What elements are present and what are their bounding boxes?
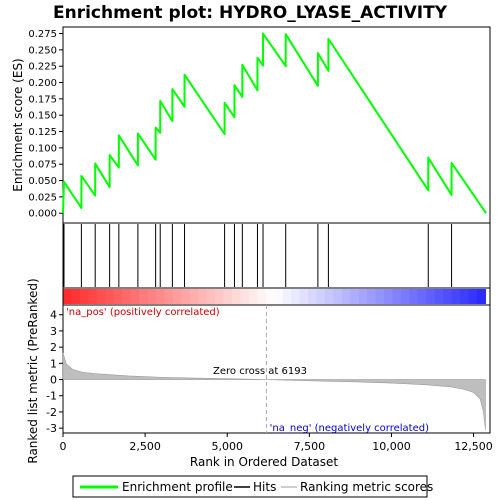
x-axis: 0 2,500 5,000 7,500 10,000 12,500 (60, 433, 493, 453)
x-axis-label: Rank in Ordered Dataset (190, 455, 338, 469)
band-segment (130, 289, 140, 304)
metric-y-tick-label: -3 (46, 422, 57, 435)
band-segment (451, 289, 461, 304)
band-segment (164, 289, 174, 304)
es-y-tick-label: 0.175 (28, 94, 57, 105)
band-segment (113, 289, 123, 304)
band-segment (240, 289, 250, 304)
chart-title: Enrichment plot: HYDRO_LYASE_ACTIVITY (53, 3, 448, 23)
metric-y-axis: 4 3 2 1 0 -1 -2 -3 (46, 309, 63, 435)
es-panel-frame (62, 26, 491, 224)
band-segment (367, 289, 377, 304)
metric-y-tick-label: 4 (50, 309, 57, 322)
band-segment (79, 289, 89, 304)
band-segment (426, 289, 436, 304)
band-segment (105, 289, 115, 304)
es-y-tick-label: 0.250 (28, 45, 57, 56)
enrichment-profile-line (62, 32, 487, 214)
band-segment (358, 289, 368, 304)
band-segment (316, 289, 326, 304)
ranking-color-band (63, 289, 487, 304)
band-segment (350, 289, 360, 304)
metric-group (62, 305, 486, 433)
band-segment (223, 289, 233, 304)
band-segment (384, 289, 394, 304)
band-segment (265, 289, 275, 304)
x-tick-label: 10,000 (372, 440, 411, 453)
band-segment (476, 289, 487, 304)
band-segment (274, 289, 284, 304)
band-segment (71, 289, 81, 304)
neg-correlated-label: 'na_neg' (negatively correlated) (270, 423, 429, 434)
band-segment (155, 289, 165, 304)
band-segment (307, 289, 318, 304)
band-segment (88, 289, 98, 304)
band-segment (231, 289, 242, 304)
band-segment (181, 289, 191, 304)
metric-y-tick-label: 2 (50, 341, 57, 354)
ranking-metric-area (62, 352, 486, 430)
x-tick-label: 0 (60, 440, 67, 453)
es-y-tick-label: 0.050 (28, 176, 57, 187)
band-segment (122, 289, 132, 304)
band-segment (400, 289, 410, 304)
band-segment (443, 289, 453, 304)
es-y-axis-label: Enrichment score (ES) (11, 58, 25, 191)
legend-profile-label: Enrichment profile (122, 480, 233, 494)
es-y-tick-label: 0.275 (28, 29, 57, 40)
band-segment (460, 289, 470, 304)
band-segment (248, 289, 258, 304)
band-segment (282, 289, 292, 304)
band-segment (139, 289, 149, 304)
hits-panel-frame (62, 222, 491, 289)
x-tick-label: 12,500 (454, 440, 493, 453)
band-segment (147, 289, 157, 304)
band-segment (341, 289, 351, 304)
hits-group (63, 224, 453, 287)
metric-y-tick-label: 1 (50, 357, 57, 370)
band-segment (324, 289, 334, 304)
legend-metric-label: Ranking metric scores (300, 480, 433, 494)
es-y-tick-label: 0.025 (28, 192, 57, 203)
es-y-axis: 0.000 0.025 0.050 0.075 0.100 0.125 0.150 0.175… (28, 29, 63, 220)
metric-y-axis-label: Ranked list metric (PreRanked) (26, 278, 40, 463)
band-segment (257, 289, 267, 304)
band-segment (206, 289, 216, 304)
legend-hits-label: Hits (253, 480, 276, 494)
band-segment (409, 289, 419, 304)
band-segment (198, 289, 208, 304)
metric-y-tick-label: -1 (46, 390, 57, 403)
band-segment (375, 289, 385, 304)
band-segment (291, 289, 301, 304)
band-segment (392, 289, 402, 304)
zero-cross-label: Zero cross at 6193 (213, 366, 307, 377)
es-y-tick-label: 0.075 (28, 160, 57, 171)
band-segment (299, 289, 309, 304)
pos-correlated-label: 'na_pos' (positively correlated) (66, 307, 220, 318)
band-segment (434, 289, 444, 304)
band-segment (172, 289, 182, 304)
es-y-tick-label: 0.150 (28, 111, 57, 122)
es-y-tick-label: 0.100 (28, 143, 57, 154)
band-segment (189, 289, 199, 304)
es-y-tick-label: 0.000 (28, 209, 57, 220)
es-y-tick-label: 0.225 (28, 62, 57, 73)
x-tick-label: 2,500 (129, 440, 161, 453)
x-tick-label: 7,500 (294, 440, 326, 453)
band-segment (333, 289, 343, 304)
es-y-tick-label: 0.200 (28, 78, 57, 89)
band-segment (63, 289, 73, 304)
band-segment (215, 289, 225, 304)
x-tick-label: 5,000 (211, 440, 243, 453)
es-profile-group (62, 32, 487, 214)
metric-y-tick-label: -2 (46, 406, 57, 419)
band-segment (96, 289, 106, 304)
band-segment (417, 289, 427, 304)
band-segment (468, 289, 478, 304)
metric-y-tick-label: 3 (50, 325, 57, 338)
metric-y-tick-label: 0 (50, 374, 57, 387)
es-y-tick-label: 0.125 (28, 127, 57, 138)
